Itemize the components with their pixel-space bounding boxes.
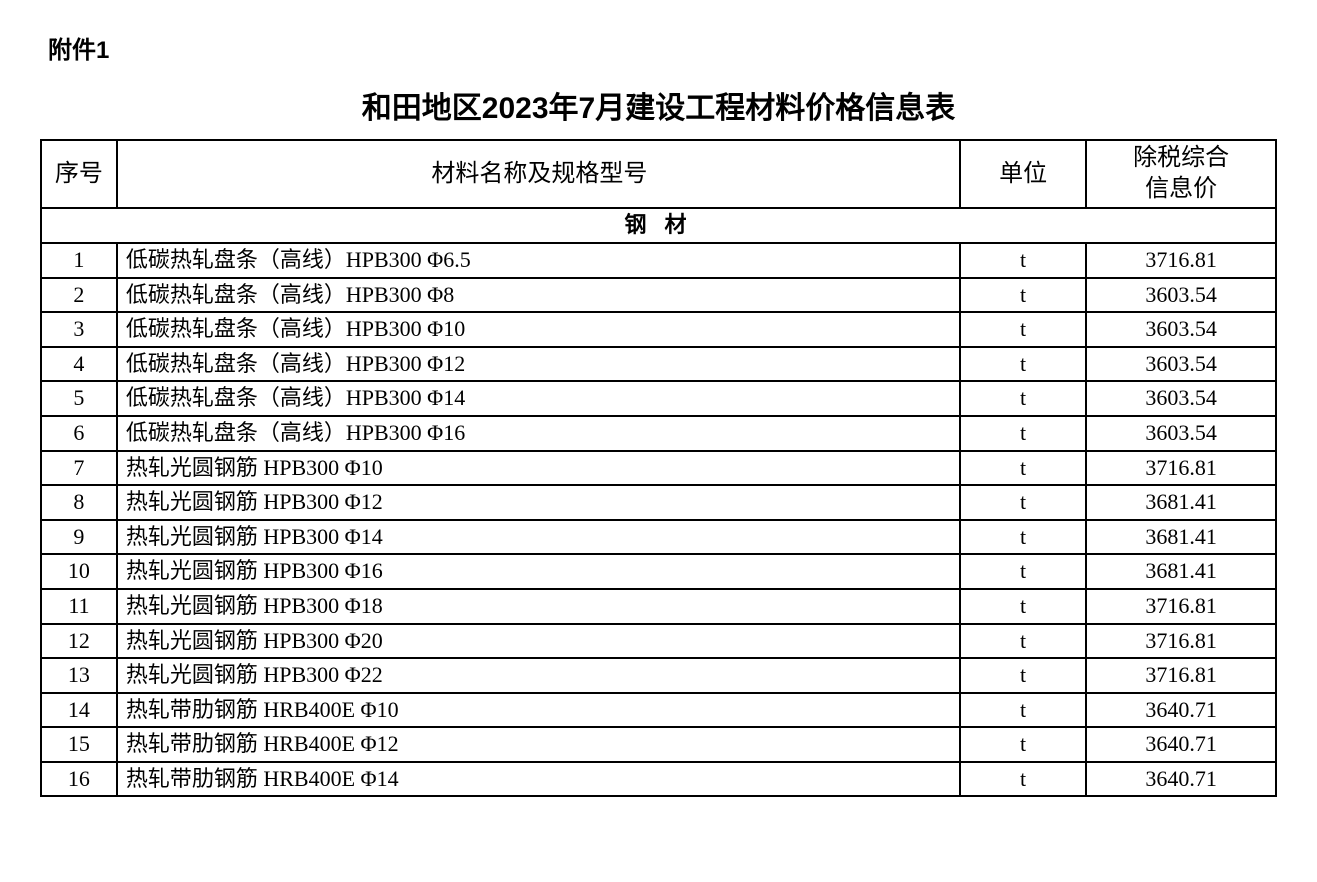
cell-name: 热轧带肋钢筋 HRB400E Φ10 [117,693,960,728]
table-row: 4低碳热轧盘条（高线）HPB300 Φ12t3603.54 [41,347,1276,382]
table-row: 10热轧光圆钢筋 HPB300 Φ16t3681.41 [41,554,1276,589]
table-row: 13热轧光圆钢筋 HPB300 Φ22t3716.81 [41,658,1276,693]
table-row: 9热轧光圆钢筋 HPB300 Φ14t3681.41 [41,520,1276,555]
cell-seq: 3 [41,312,117,347]
cell-name: 低碳热轧盘条（高线）HPB300 Φ12 [117,347,960,382]
col-header-price: 除税综合 信息价 [1086,140,1276,208]
table-row: 1低碳热轧盘条（高线）HPB300 Φ6.5t3716.81 [41,243,1276,278]
cell-name: 热轧光圆钢筋 HPB300 Φ18 [117,589,960,624]
cell-name: 低碳热轧盘条（高线）HPB300 Φ16 [117,416,960,451]
cell-price: 3716.81 [1086,243,1276,278]
cell-name: 低碳热轧盘条（高线）HPB300 Φ8 [117,278,960,313]
cell-unit: t [960,416,1086,451]
cell-unit: t [960,693,1086,728]
cell-name: 低碳热轧盘条（高线）HPB300 Φ14 [117,381,960,416]
table-row: 2低碳热轧盘条（高线）HPB300 Φ8t3603.54 [41,278,1276,313]
cell-price: 3681.41 [1086,520,1276,555]
cell-unit: t [960,312,1086,347]
cell-price: 3603.54 [1086,381,1276,416]
cell-unit: t [960,451,1086,486]
cell-price: 3716.81 [1086,589,1276,624]
cell-seq: 15 [41,727,117,762]
cell-unit: t [960,243,1086,278]
cell-seq: 9 [41,520,117,555]
cell-price: 3603.54 [1086,312,1276,347]
cell-seq: 8 [41,485,117,520]
table-body: 钢 材 1低碳热轧盘条（高线）HPB300 Φ6.5t3716.812低碳热轧盘… [41,208,1276,796]
cell-seq: 13 [41,658,117,693]
cell-seq: 4 [41,347,117,382]
cell-name: 热轧光圆钢筋 HPB300 Φ12 [117,485,960,520]
cell-name: 热轧带肋钢筋 HRB400E Φ14 [117,762,960,797]
cell-unit: t [960,347,1086,382]
cell-seq: 16 [41,762,117,797]
cell-price: 3716.81 [1086,451,1276,486]
cell-unit: t [960,762,1086,797]
table-row: 16热轧带肋钢筋 HRB400E Φ14t3640.71 [41,762,1276,797]
cell-unit: t [960,624,1086,659]
attachment-label: 附件1 [48,30,1277,65]
cell-price: 3603.54 [1086,347,1276,382]
table-row: 11热轧光圆钢筋 HPB300 Φ18t3716.81 [41,589,1276,624]
cell-name: 热轧光圆钢筋 HPB300 Φ20 [117,624,960,659]
cell-unit: t [960,589,1086,624]
cell-seq: 2 [41,278,117,313]
cell-unit: t [960,727,1086,762]
cell-price: 3603.54 [1086,416,1276,451]
cell-seq: 14 [41,693,117,728]
price-table: 序号 材料名称及规格型号 单位 除税综合 信息价 钢 材 1低碳热轧盘条（高线）… [40,139,1277,797]
table-header-row: 序号 材料名称及规格型号 单位 除税综合 信息价 [41,140,1276,208]
cell-price: 3640.71 [1086,762,1276,797]
cell-unit: t [960,554,1086,589]
col-header-name: 材料名称及规格型号 [117,140,960,208]
cell-seq: 7 [41,451,117,486]
table-row: 8热轧光圆钢筋 HPB300 Φ12t3681.41 [41,485,1276,520]
table-row: 3低碳热轧盘条（高线）HPB300 Φ10t3603.54 [41,312,1276,347]
cell-name: 热轧光圆钢筋 HPB300 Φ22 [117,658,960,693]
table-row: 5低碳热轧盘条（高线）HPB300 Φ14t3603.54 [41,381,1276,416]
cell-seq: 5 [41,381,117,416]
cell-price: 3640.71 [1086,693,1276,728]
table-row: 12热轧光圆钢筋 HPB300 Φ20t3716.81 [41,624,1276,659]
table-row: 14热轧带肋钢筋 HRB400E Φ10t3640.71 [41,693,1276,728]
cell-name: 热轧光圆钢筋 HPB300 Φ10 [117,451,960,486]
cell-price: 3640.71 [1086,727,1276,762]
cell-price: 3716.81 [1086,658,1276,693]
cell-price: 3681.41 [1086,485,1276,520]
cell-seq: 12 [41,624,117,659]
cell-unit: t [960,485,1086,520]
cell-unit: t [960,520,1086,555]
col-header-seq: 序号 [41,140,117,208]
cell-price: 3603.54 [1086,278,1276,313]
cell-unit: t [960,278,1086,313]
cell-price: 3681.41 [1086,554,1276,589]
cell-seq: 6 [41,416,117,451]
cell-unit: t [960,381,1086,416]
cell-price: 3716.81 [1086,624,1276,659]
cell-name: 热轧光圆钢筋 HPB300 Φ16 [117,554,960,589]
cell-name: 低碳热轧盘条（高线）HPB300 Φ6.5 [117,243,960,278]
col-header-unit: 单位 [960,140,1086,208]
table-row: 6低碳热轧盘条（高线）HPB300 Φ16t3603.54 [41,416,1276,451]
cell-name: 热轧带肋钢筋 HRB400E Φ12 [117,727,960,762]
table-row: 7热轧光圆钢筋 HPB300 Φ10t3716.81 [41,451,1276,486]
section-row-steel: 钢 材 [41,208,1276,243]
cell-seq: 11 [41,589,117,624]
cell-seq: 1 [41,243,117,278]
table-row: 15热轧带肋钢筋 HRB400E Φ12t3640.71 [41,727,1276,762]
cell-name: 热轧光圆钢筋 HPB300 Φ14 [117,520,960,555]
cell-seq: 10 [41,554,117,589]
cell-name: 低碳热轧盘条（高线）HPB300 Φ10 [117,312,960,347]
cell-unit: t [960,658,1086,693]
section-header: 钢 材 [41,208,1276,243]
page-title: 和田地区2023年7月建设工程材料价格信息表 [40,83,1277,127]
